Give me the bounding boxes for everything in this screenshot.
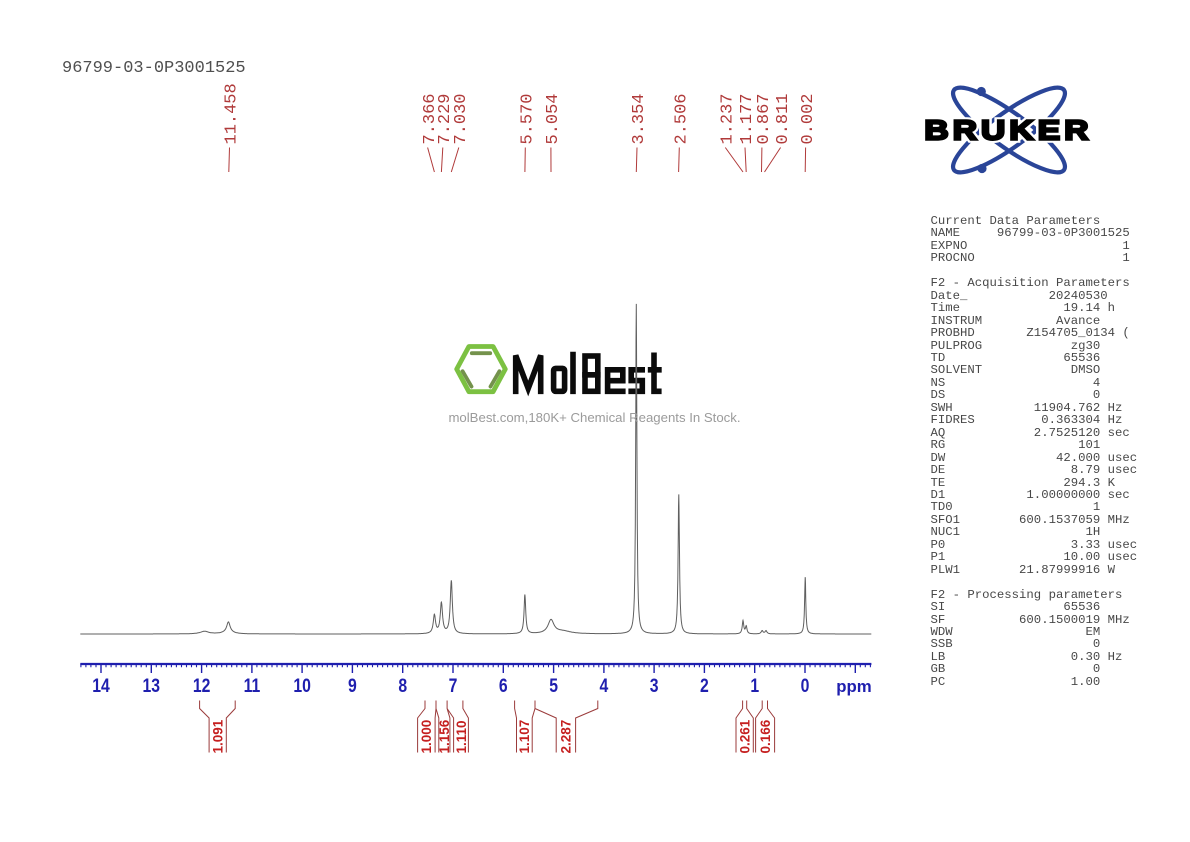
- svg-text:5.570: 5.570: [519, 93, 538, 144]
- svg-text:7.229: 7.229: [436, 93, 455, 144]
- svg-text:2.506: 2.506: [673, 93, 692, 144]
- svg-text:11: 11: [244, 674, 261, 696]
- svg-text:5.054: 5.054: [544, 93, 563, 144]
- svg-text:5: 5: [549, 674, 558, 696]
- svg-text:1.177: 1.177: [738, 93, 757, 144]
- svg-text:1.000: 1.000: [419, 720, 434, 754]
- svg-text:12: 12: [193, 674, 211, 696]
- svg-text:7.030: 7.030: [452, 93, 471, 144]
- svg-text:2.287: 2.287: [559, 720, 574, 754]
- svg-text:10: 10: [293, 674, 311, 696]
- svg-text:0.166: 0.166: [758, 719, 773, 753]
- svg-text:8: 8: [398, 674, 407, 696]
- svg-text:1.110: 1.110: [454, 720, 469, 753]
- svg-text:7: 7: [449, 674, 458, 696]
- svg-text:1: 1: [750, 674, 759, 696]
- svg-text:0: 0: [801, 674, 810, 696]
- svg-text:14: 14: [92, 674, 110, 696]
- svg-text:0.867: 0.867: [755, 93, 774, 144]
- svg-text:1.091: 1.091: [211, 719, 226, 753]
- svg-text:0.002: 0.002: [799, 93, 818, 144]
- svg-text:13: 13: [143, 674, 161, 696]
- svg-text:11.458: 11.458: [223, 83, 242, 144]
- svg-text:1.107: 1.107: [517, 720, 532, 754]
- svg-text:3.354: 3.354: [630, 93, 649, 144]
- svg-text:1.156: 1.156: [437, 719, 452, 753]
- svg-text:2: 2: [700, 674, 709, 696]
- svg-text:9: 9: [348, 674, 357, 696]
- svg-text:6: 6: [499, 674, 508, 696]
- svg-text:7.366: 7.366: [421, 93, 440, 144]
- svg-text:1.237: 1.237: [719, 93, 738, 144]
- svg-text:4: 4: [600, 674, 609, 696]
- svg-text:ppm: ppm: [836, 677, 871, 696]
- svg-text:BRUKER: BRUKER: [924, 115, 1092, 145]
- svg-text:0.811: 0.811: [774, 93, 793, 144]
- svg-text:3: 3: [650, 674, 659, 696]
- svg-text:BRUKER: BRUKER: [924, 115, 1092, 145]
- svg-text:0.261: 0.261: [737, 719, 752, 753]
